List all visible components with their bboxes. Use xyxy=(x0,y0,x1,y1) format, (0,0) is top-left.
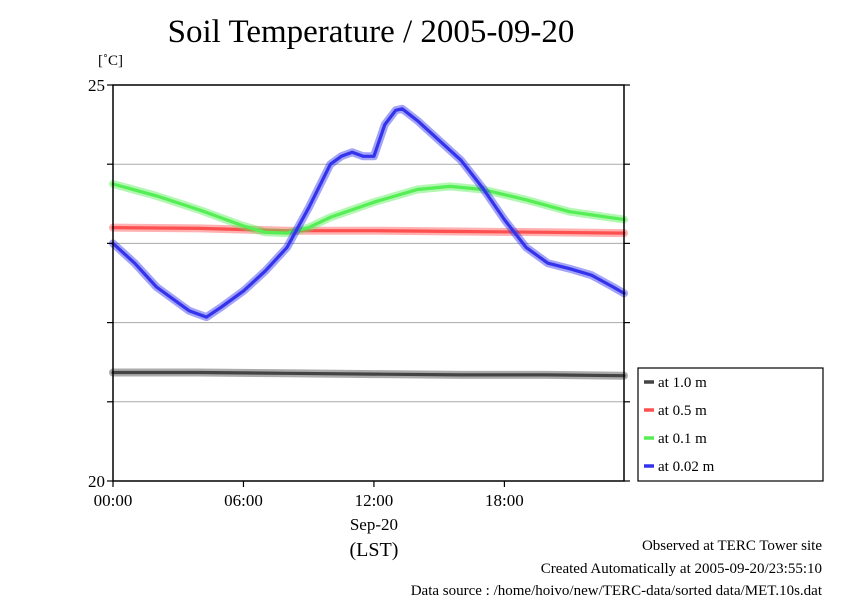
legend-label: at 0.5 m xyxy=(658,403,707,419)
legend-item: at 1.0 m xyxy=(644,375,707,391)
x-tick-label: 06:00 xyxy=(224,491,263,510)
legend-item: at 0.5 m xyxy=(644,403,707,419)
x-tick-label: 00:00 xyxy=(94,491,133,510)
footer-created-timestamp: Created Automatically at 2005-09-20/23:5… xyxy=(540,560,822,577)
legend-box xyxy=(637,367,824,482)
y-tick-label: 25 xyxy=(88,76,105,95)
series-1 xyxy=(109,223,628,238)
x-axis-timezone-label: (LST) xyxy=(349,539,398,561)
axis-ticks: 20 25 00:00 06:00 12:00 18:00 xyxy=(88,76,630,510)
series-lines xyxy=(109,104,628,380)
legend-label: at 0.02 m xyxy=(658,459,715,475)
chart-title: Soil Temperature / 2005-09-20 xyxy=(167,14,575,50)
series-line xyxy=(111,107,626,319)
legend-label: at 0.1 m xyxy=(658,431,707,447)
series-line xyxy=(111,370,626,378)
series-line xyxy=(111,226,626,235)
x-axis-date-label: Sep-20 xyxy=(350,515,398,534)
series-2 xyxy=(109,180,628,238)
series-3 xyxy=(109,104,628,322)
x-tick-label: 12:00 xyxy=(355,491,394,510)
legend-label: at 1.0 m xyxy=(658,375,707,391)
x-tick-label: 18:00 xyxy=(485,491,524,510)
legend-item: at 0.02 m xyxy=(644,459,715,475)
legend-item: at 0.1 m xyxy=(644,431,707,447)
plot-frame xyxy=(112,84,625,482)
series-line-halo xyxy=(109,104,628,322)
footer-observed-site: Observed at TERC Tower site xyxy=(641,538,822,554)
grid-lines xyxy=(113,163,624,403)
series-line xyxy=(111,182,626,235)
series-0 xyxy=(109,368,628,380)
y-tick-label: 20 xyxy=(88,472,105,491)
y-axis-unit-label: [˚C] xyxy=(98,53,123,69)
legend: at 1.0 m at 0.5 m at 0.1 m at 0.02 m xyxy=(637,367,824,482)
footer-data-source: Data source : /home/hoivo/new/TERC-data/… xyxy=(410,583,822,599)
footer-info: Observed at TERC Tower site Created Auto… xyxy=(411,535,822,603)
